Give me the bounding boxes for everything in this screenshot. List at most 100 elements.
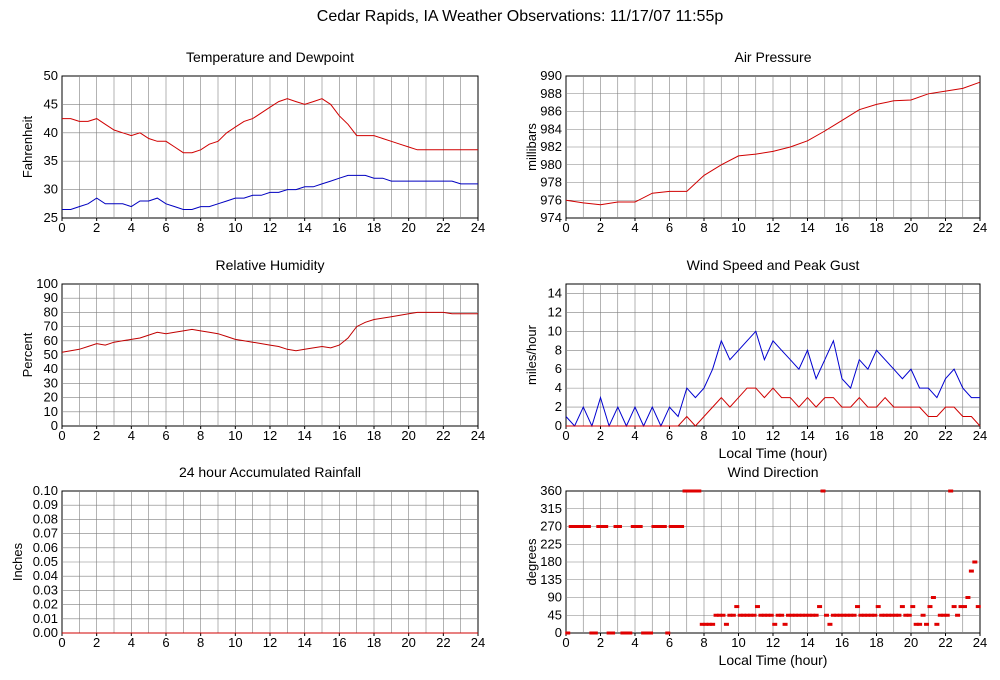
dir-point <box>696 489 702 493</box>
dir-xtick-label: 4 <box>631 635 638 650</box>
dir-point <box>644 631 650 635</box>
pres-ytick-label: 990 <box>540 68 562 83</box>
rain-ytick-label: 0.10 <box>33 483 58 498</box>
dir-point <box>668 525 674 528</box>
dir-point <box>761 613 767 617</box>
dir-point <box>879 613 885 617</box>
pres-series-0-line <box>565 81 981 206</box>
wind-xtick-label: 14 <box>800 428 814 443</box>
temp-xtick-label: 24 <box>471 220 485 235</box>
hum-xtick-label: 6 <box>162 428 169 443</box>
pres-ytick-label: 974 <box>540 210 562 225</box>
hum-ytick-label: 100 <box>36 276 58 291</box>
rain-ytick-label: 0.08 <box>33 511 58 526</box>
dir-point <box>572 525 578 528</box>
dir-xtick-label: 8 <box>700 635 707 650</box>
rain-xtick-label: 10 <box>228 635 242 650</box>
dir-point <box>616 525 622 528</box>
wind-xtick-label: 12 <box>766 428 780 443</box>
dir-point <box>685 489 691 493</box>
hum-xtick-label: 8 <box>197 428 204 443</box>
pres-ytick-label: 986 <box>540 104 562 119</box>
dir-ytick-label: 360 <box>540 483 562 498</box>
dir-point <box>806 613 812 617</box>
dir-point <box>865 613 871 617</box>
rain-xtick-label: 20 <box>401 635 415 650</box>
hum-ytick-label: 20 <box>44 390 58 405</box>
dir-point <box>758 613 764 617</box>
hum-xtick-label: 20 <box>401 428 415 443</box>
dir-point <box>741 613 747 617</box>
rain-xtick-label: 8 <box>197 635 204 650</box>
dir-point <box>710 622 716 626</box>
dir-point <box>720 613 726 617</box>
dir-point <box>782 622 788 626</box>
wind-series-1-line <box>566 387 981 427</box>
dir-ytick-label: 180 <box>540 554 562 569</box>
temp-ytick-label: 40 <box>44 125 58 140</box>
pres-ytick-label: 980 <box>540 157 562 172</box>
dir-point <box>630 525 636 528</box>
rain-xtick-label: 14 <box>297 635 311 650</box>
dir-point <box>792 613 798 617</box>
dir-point <box>754 605 760 609</box>
temp-chart: 0 2 4 6 8 10 12 14 16 18 20 22 24253035404550Tempera… <box>20 49 485 235</box>
temp-xtick-label: 20 <box>401 220 415 235</box>
dir-xtick-label: 16 <box>835 635 849 650</box>
dir-point <box>589 631 595 635</box>
hum-xtick-label: 0 <box>58 428 65 443</box>
wind-title: Wind Speed and Peak Gust <box>687 257 860 273</box>
dir-point <box>651 525 657 528</box>
dir-point <box>875 605 881 609</box>
dir-xtick-label: 20 <box>904 635 918 650</box>
temp-ytick-label: 45 <box>44 96 58 111</box>
hum-ytick-label: 60 <box>44 333 58 348</box>
rain-xtick-label: 0 <box>58 635 65 650</box>
dir-xtick-label: 10 <box>731 635 745 650</box>
dir-point <box>713 613 719 617</box>
dir-ytick-label: 0 <box>555 625 562 640</box>
dir-ytick-label: 315 <box>540 501 562 516</box>
pres-xtick-label: 18 <box>869 220 883 235</box>
dir-point <box>613 525 619 528</box>
dir-ytick-label: 225 <box>540 536 562 551</box>
pres-xtick-label: 20 <box>904 220 918 235</box>
dir-point <box>751 613 757 617</box>
pres-chart: 0 2 4 6 8 10 12 14 16 18 20 22 249749769789809829849… <box>524 49 987 235</box>
dir-point <box>941 613 947 617</box>
rain-ytick-label: 0.05 <box>33 554 58 569</box>
dir-point <box>958 605 964 609</box>
dir-point <box>899 605 905 609</box>
dir-ylabel: degrees <box>524 538 539 585</box>
pres-xtick-label: 24 <box>973 220 987 235</box>
dir-point <box>703 622 709 626</box>
dir-point <box>582 525 588 528</box>
pres-ytick-label: 982 <box>540 139 562 154</box>
dir-xtick-label: 24 <box>973 635 987 650</box>
temp-ylabel: Fahrenheit <box>20 116 35 179</box>
dir-point <box>634 525 640 528</box>
temp-xtick-label: 14 <box>297 220 311 235</box>
dir-point <box>648 631 654 635</box>
wind-xtick-label: 22 <box>938 428 952 443</box>
pres-xtick-label: 12 <box>766 220 780 235</box>
dir-point <box>679 525 685 528</box>
dir-point <box>706 622 712 626</box>
dir-point <box>934 622 940 626</box>
dir-point <box>682 489 688 493</box>
dir-point <box>882 613 888 617</box>
dir-point <box>858 613 864 617</box>
rain-xtick-label: 6 <box>162 635 169 650</box>
wind-ytick-label: 12 <box>548 304 562 319</box>
hum-xtick-label: 22 <box>436 428 450 443</box>
temp-xtick-label: 18 <box>367 220 381 235</box>
temp-ytick-label: 30 <box>44 182 58 197</box>
dir-xlabel: Local Time (hour) <box>719 652 828 668</box>
pres-xtick-label: 4 <box>631 220 638 235</box>
rain-xtick-label: 24 <box>471 635 485 650</box>
dir-xtick-label: 18 <box>869 635 883 650</box>
hum-xtick-label: 16 <box>332 428 346 443</box>
dir-point <box>810 613 816 617</box>
dir-point <box>823 613 829 617</box>
hum-ytick-label: 0 <box>51 418 58 433</box>
